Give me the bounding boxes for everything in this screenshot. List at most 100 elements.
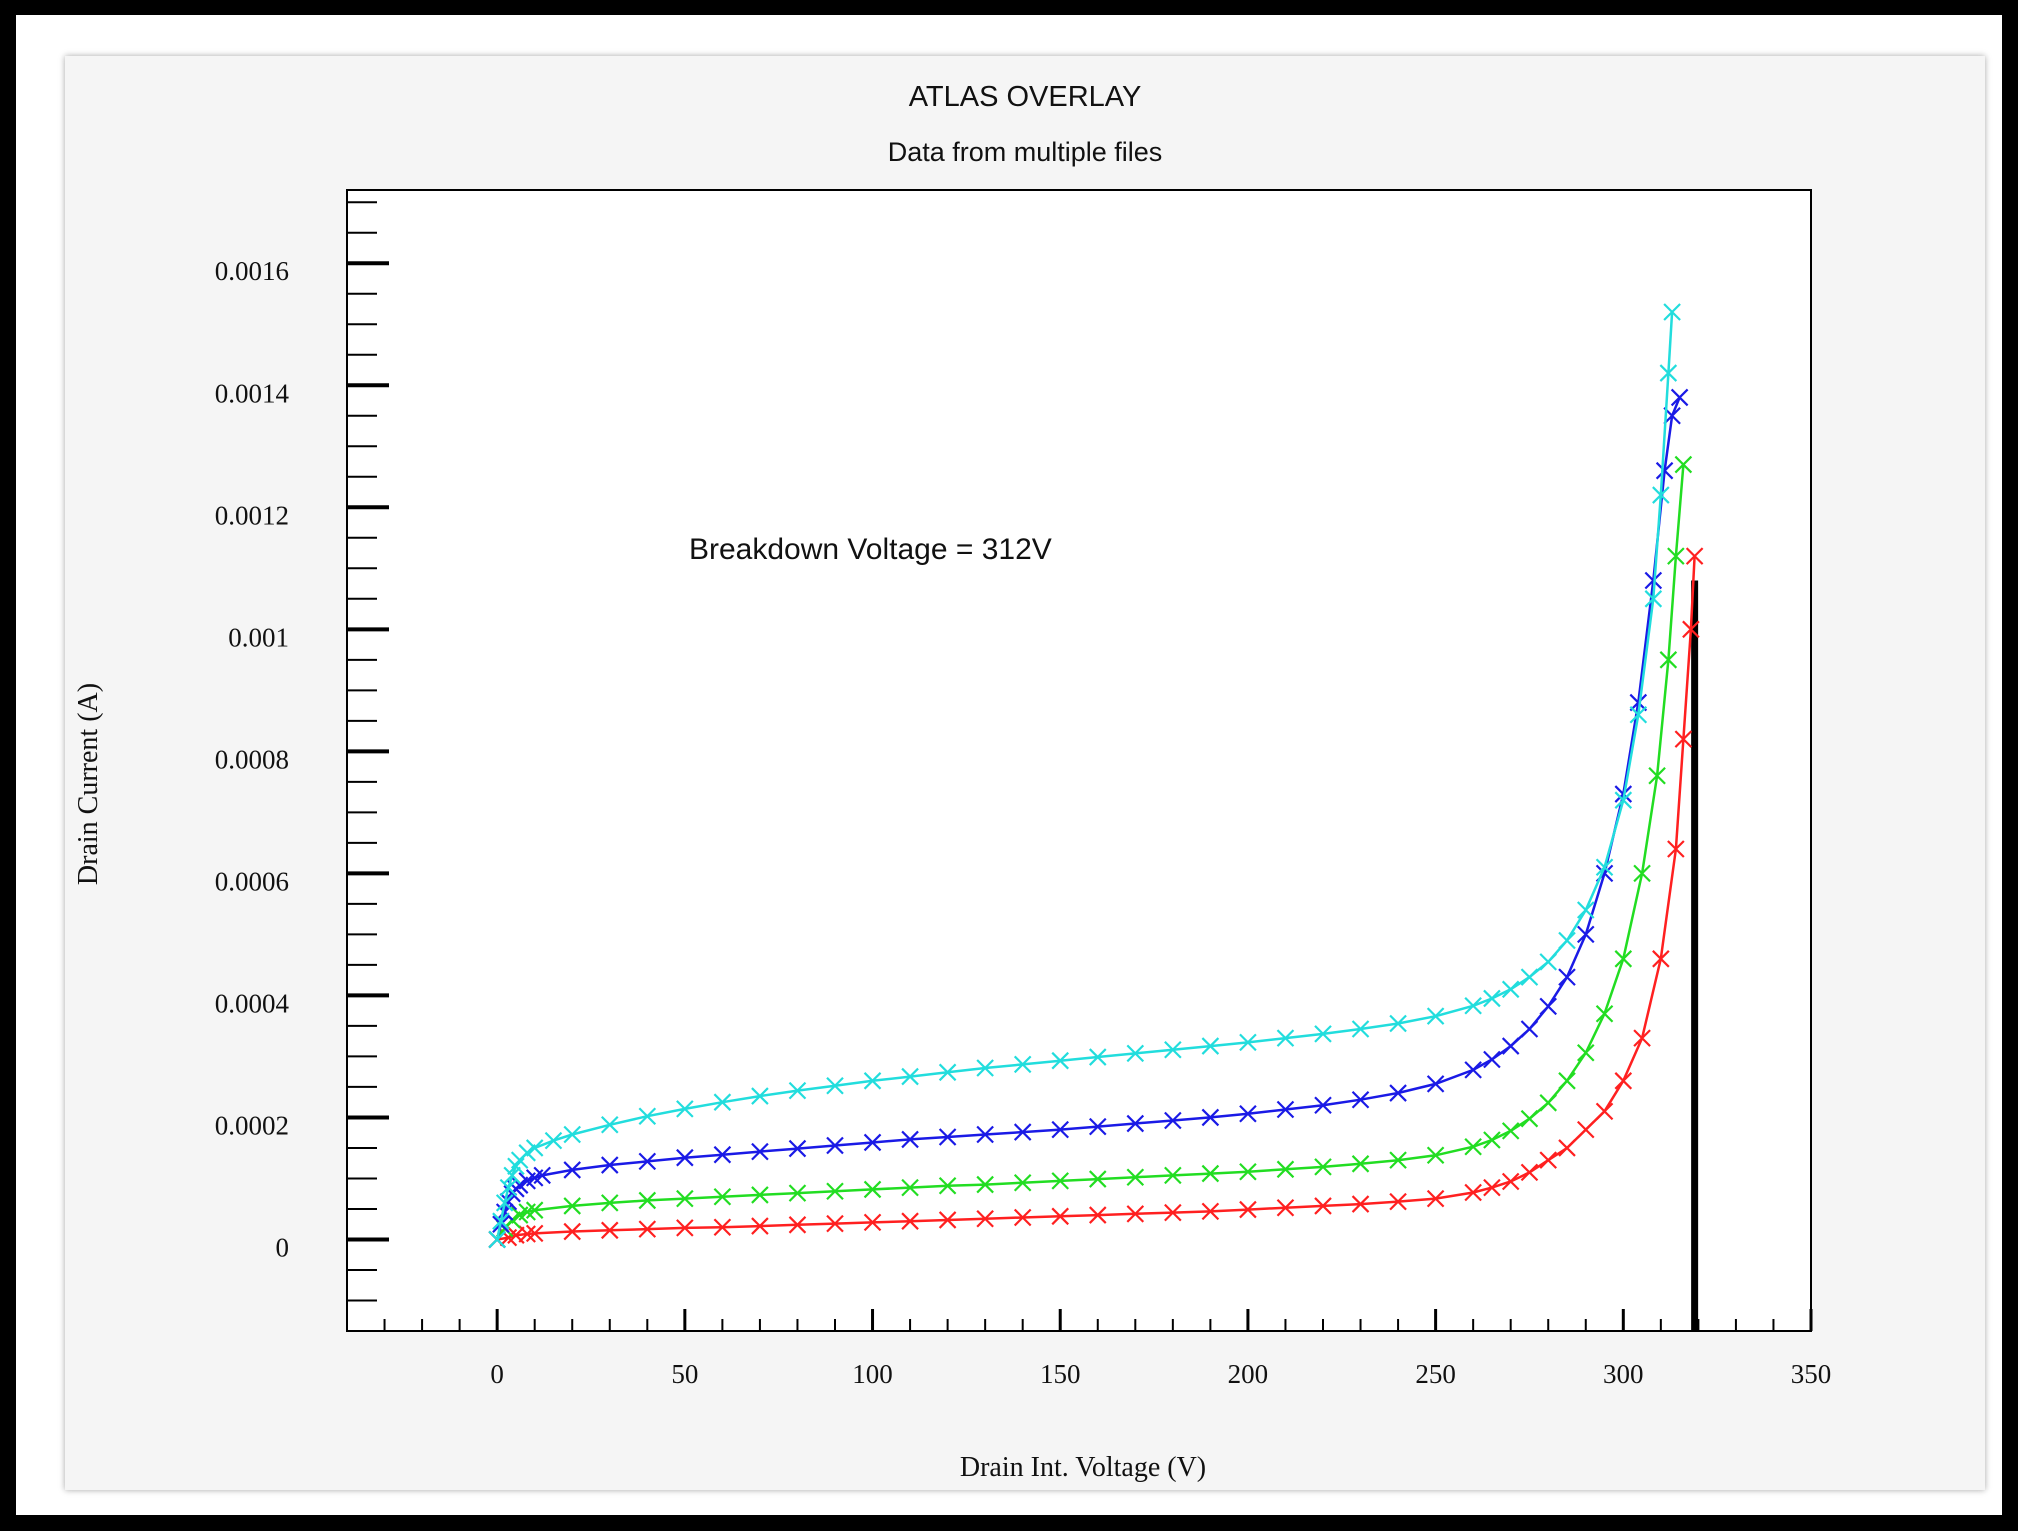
data-point — [676, 1100, 694, 1118]
data-point — [563, 1197, 582, 1215]
data-point — [518, 1225, 536, 1243]
y-tick-label: 0 — [276, 1232, 290, 1262]
data-point — [1670, 388, 1689, 407]
data-point — [788, 1139, 807, 1158]
data-point — [1674, 455, 1693, 474]
series-4 — [488, 303, 1681, 1249]
data-point — [1520, 1163, 1539, 1182]
data-point — [563, 1161, 582, 1179]
data-point — [1501, 1037, 1520, 1055]
data-point — [751, 1142, 769, 1161]
data-point — [638, 1152, 657, 1171]
data-point — [1539, 997, 1558, 1016]
data-point — [1426, 1189, 1445, 1208]
data-point — [1013, 1173, 1032, 1192]
y-tick-label: 0.0014 — [215, 378, 290, 408]
data-point — [1389, 1084, 1407, 1102]
data-point — [1314, 1096, 1332, 1115]
data-point — [863, 1133, 882, 1152]
data-point — [1685, 547, 1704, 565]
data-point — [1659, 651, 1678, 669]
data-point — [1614, 950, 1633, 968]
data-point — [488, 1230, 506, 1249]
y-tick-label: 0.0006 — [215, 866, 289, 896]
series-line — [496, 464, 1685, 1241]
data-point — [1667, 840, 1685, 858]
data-point — [503, 1166, 521, 1185]
data-point — [1483, 1050, 1501, 1069]
data-point — [826, 1182, 844, 1201]
series-1 — [488, 547, 1704, 1249]
data-point — [1276, 1160, 1295, 1179]
data-point — [1655, 461, 1674, 480]
data-point — [1351, 1155, 1370, 1173]
data-point — [499, 1178, 518, 1197]
data-point — [1126, 1114, 1145, 1133]
data-point — [1314, 1025, 1332, 1043]
data-point — [1501, 980, 1520, 999]
data-point — [1126, 1205, 1145, 1223]
data-point — [826, 1214, 844, 1233]
data-point — [1520, 968, 1539, 986]
data-point — [563, 1222, 582, 1241]
plot-area — [346, 189, 1812, 1332]
data-point — [1576, 1043, 1595, 1062]
data-point — [1389, 1014, 1407, 1033]
data-point — [1351, 1020, 1370, 1038]
data-point — [1629, 705, 1648, 724]
data-point — [713, 1145, 732, 1164]
chart-subtitle: Data from multiple files — [888, 137, 1163, 167]
data-point — [1088, 1117, 1107, 1136]
data-point — [1648, 766, 1666, 785]
data-point — [1164, 1111, 1182, 1130]
data-point — [1389, 1151, 1407, 1169]
data-point — [1595, 858, 1614, 877]
data-point — [901, 1067, 919, 1086]
data-point — [1389, 1192, 1407, 1211]
data-point — [1276, 1029, 1295, 1047]
data-point — [1539, 953, 1558, 971]
data-point — [1682, 620, 1700, 639]
data-point — [826, 1136, 844, 1155]
data-point — [1239, 1105, 1257, 1123]
data-point — [713, 1093, 732, 1111]
data-point — [938, 1211, 957, 1229]
data-point — [901, 1178, 919, 1197]
x-tick-label: 350 — [1791, 1359, 1832, 1389]
data-point — [1644, 571, 1663, 590]
data-point — [1239, 1033, 1257, 1052]
data-point — [1663, 303, 1681, 321]
data-point — [1595, 1102, 1614, 1121]
data-point — [1539, 1094, 1558, 1112]
data-point — [676, 1189, 694, 1208]
data-point — [1276, 1100, 1295, 1119]
data-point — [518, 1144, 536, 1162]
data-point — [1051, 1120, 1070, 1139]
data-point — [1501, 1172, 1520, 1191]
data-point — [1164, 1203, 1182, 1222]
data-point — [1126, 1044, 1145, 1063]
data-point — [976, 1209, 994, 1228]
data-point — [1426, 1146, 1445, 1165]
x-tick-label: 200 — [1228, 1359, 1269, 1389]
data-point — [1539, 1151, 1558, 1169]
data-point — [1652, 950, 1670, 968]
data-point — [676, 1219, 694, 1237]
data-point — [976, 1175, 994, 1194]
data-point — [1126, 1168, 1145, 1187]
data-point — [1558, 931, 1576, 950]
data-point — [1464, 1183, 1482, 1202]
data-point — [676, 1148, 694, 1167]
data-point — [600, 1115, 619, 1134]
data-point — [638, 1220, 657, 1238]
data-point — [495, 1194, 514, 1212]
data-point — [1051, 1207, 1070, 1226]
data-point — [751, 1087, 769, 1105]
data-point — [976, 1125, 994, 1144]
data-point — [1667, 547, 1685, 565]
data-point — [1674, 730, 1693, 748]
data-point — [826, 1076, 844, 1095]
plot-window: ATLAS OVERLAY Data from multiple files 0… — [65, 56, 1985, 1490]
data-point — [1464, 1137, 1482, 1156]
data-point — [1201, 1164, 1220, 1183]
